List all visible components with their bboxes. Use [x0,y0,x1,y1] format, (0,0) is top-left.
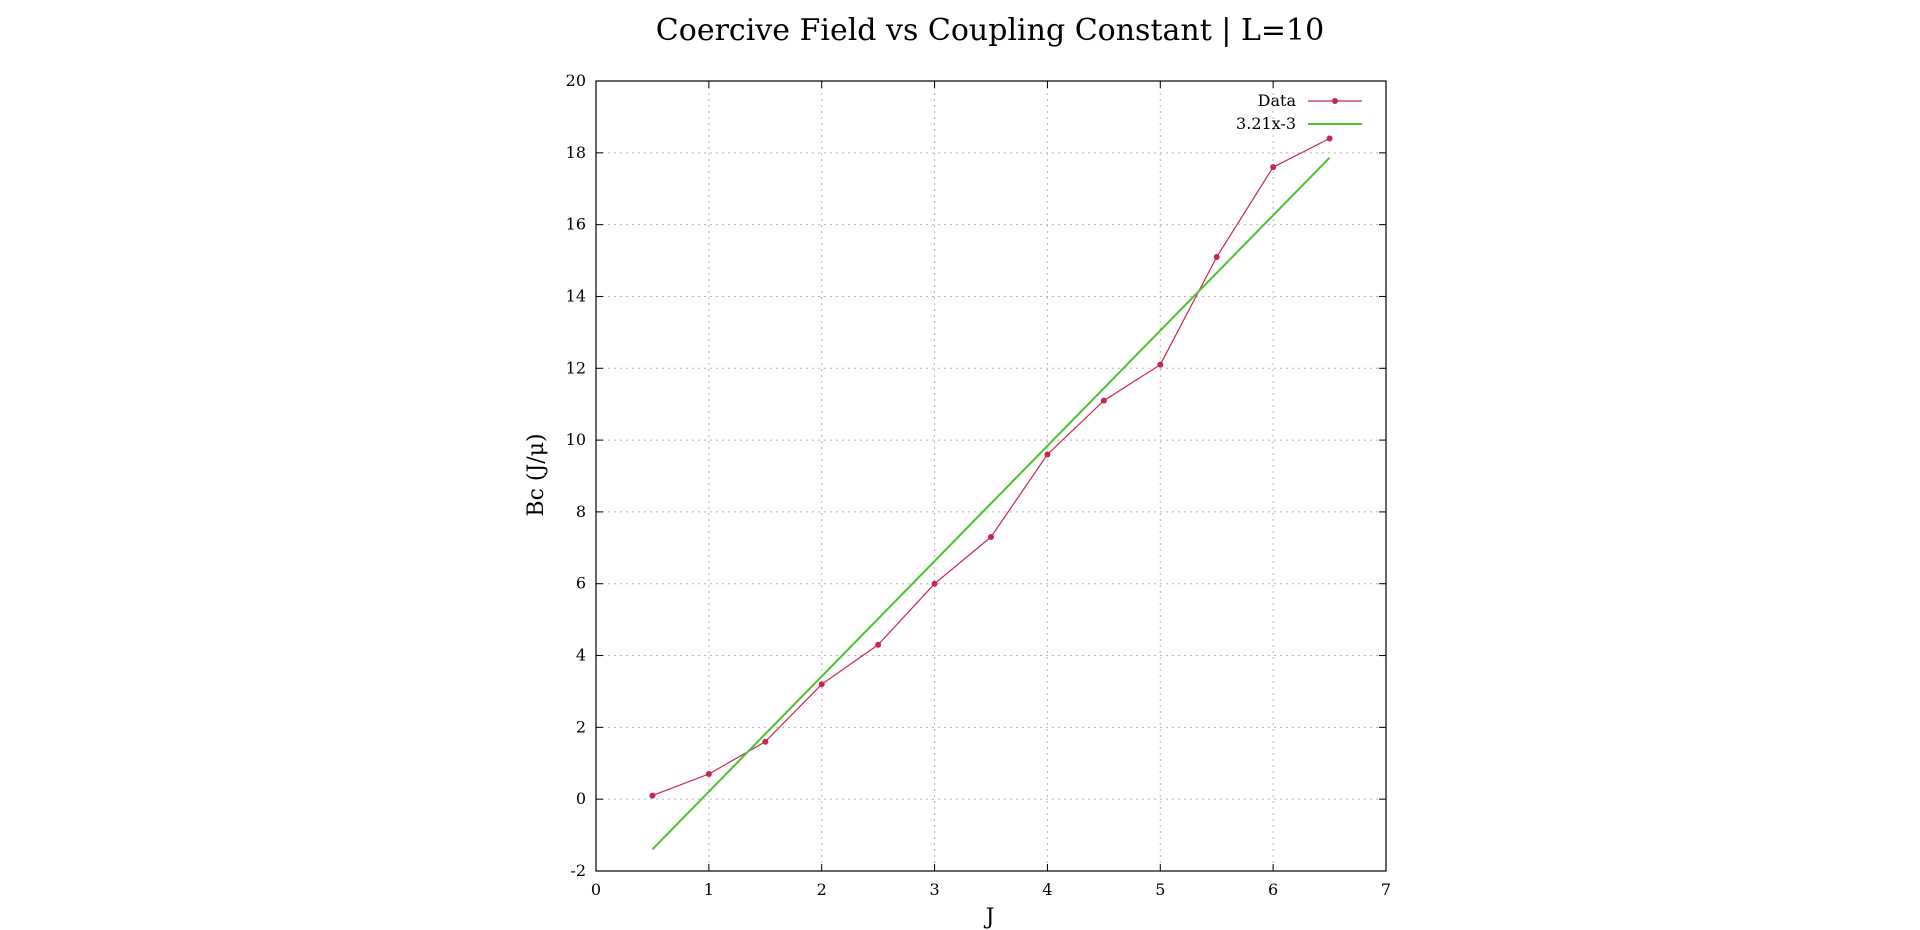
data-point [649,792,656,799]
data-point [1100,397,1107,404]
x-tick-label: 6 [1268,880,1278,899]
y-axis: -2 0 2 4 6 8 10 12 14 16 18 20 [566,71,1386,880]
data-series-line [652,137,1330,797]
y-tick-label: 18 [566,143,586,162]
y-tick-label: 0 [576,789,586,808]
x-tick-label: 0 [591,880,601,899]
plot-frame [595,80,1387,872]
data-point [818,681,825,688]
legend: Data 3.21x-3 [1236,91,1362,133]
data-point [1157,361,1164,368]
data-point [1044,451,1051,458]
y-tick-label: 4 [576,646,586,665]
y-tick-label: 12 [566,358,586,377]
data-point [875,641,882,648]
y-tick-label: 8 [576,502,586,521]
legend-data-marker [1332,98,1338,104]
x-tick-label: 7 [1381,880,1391,899]
data-point [705,771,712,778]
x-tick-label: 3 [929,880,939,899]
legend-label: Data [1258,91,1297,110]
data-point [762,738,769,745]
y-axis-label: Bc (J/μ) [524,433,549,516]
series-layer [649,135,1333,850]
data-point [988,534,994,541]
y-tick-label: 10 [566,430,586,449]
y-tick-label: -2 [570,861,586,880]
x-tick-label: 4 [1042,880,1052,899]
x-tick-label: 1 [704,880,714,899]
data-point [1270,164,1277,171]
x-axis: 0 1 2 3 4 5 6 7 [591,81,1391,899]
data-point [1326,135,1333,142]
y-tick-label: 6 [576,574,586,593]
y-tick-label: 2 [576,717,586,736]
data-point [1213,253,1220,260]
data-point [931,580,938,587]
chart-title: Coercive Field vs Coupling Constant | L=… [656,13,1324,48]
legend-label: 3.21x-3 [1236,114,1296,133]
grid [596,81,1386,871]
y-tick-label: 16 [566,215,586,234]
x-axis-label: J [984,905,995,930]
y-tick-label: 20 [566,71,586,90]
fit-line [651,156,1331,850]
x-tick-label: 5 [1155,880,1165,899]
x-tick-label: 2 [817,880,827,899]
y-tick-label: 14 [566,286,586,305]
